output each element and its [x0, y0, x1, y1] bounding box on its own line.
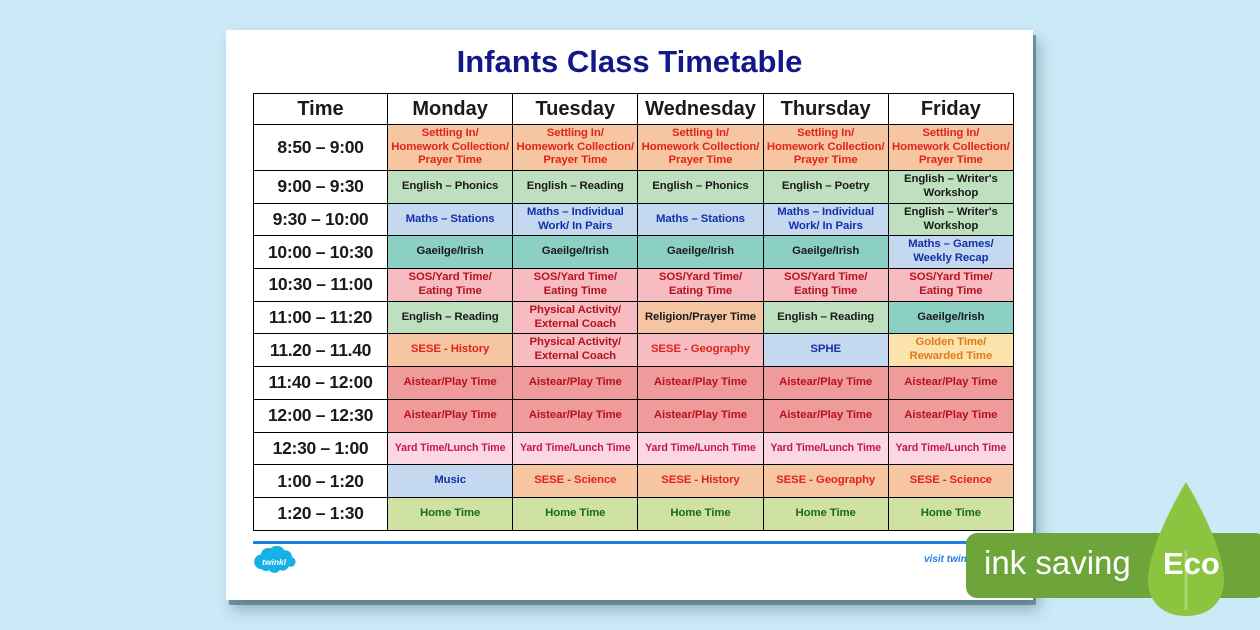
svg-text:Eco: Eco — [1163, 546, 1220, 581]
svg-text:twinkl: twinkl — [262, 557, 287, 567]
svg-text:ink saving: ink saving — [984, 544, 1131, 581]
